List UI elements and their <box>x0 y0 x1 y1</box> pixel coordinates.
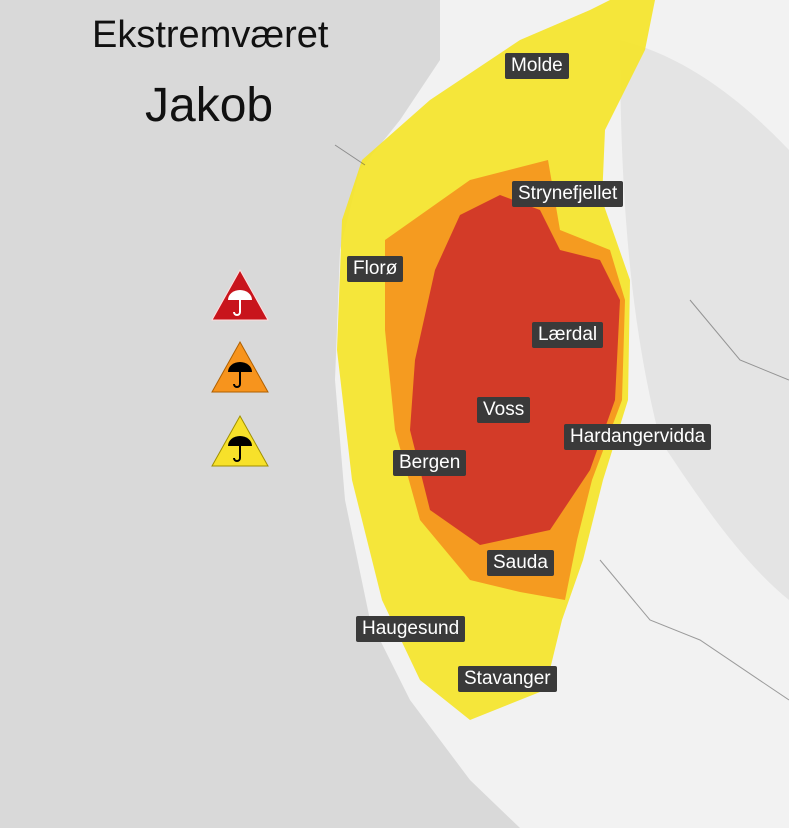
place-label-stavanger: Stavanger <box>458 666 557 692</box>
place-label-sauda: Sauda <box>487 550 554 576</box>
terrain-shading <box>620 40 789 600</box>
borders <box>334 144 789 701</box>
place-label-voss: Voss <box>477 397 531 423</box>
title-line1: Ekstremværet <box>92 14 329 56</box>
place-label-strynefjellet: Strynefjellet <box>512 181 624 207</box>
place-label-haugesund: Haugesund <box>356 616 466 642</box>
yellow-umbrella-warning-icon <box>211 414 269 467</box>
orange-umbrella-warning-icon <box>211 340 269 393</box>
place-label-hardangervidda: Hardangervidda <box>564 424 712 450</box>
place-label-bergen: Bergen <box>393 450 467 476</box>
title-line2: Jakob <box>145 79 274 132</box>
place-label-floro: Florø <box>347 256 404 282</box>
place-label-molde: Molde <box>505 53 569 79</box>
red-umbrella-warning-icon <box>211 268 269 321</box>
place-label-laerdal: Lærdal <box>532 322 604 348</box>
